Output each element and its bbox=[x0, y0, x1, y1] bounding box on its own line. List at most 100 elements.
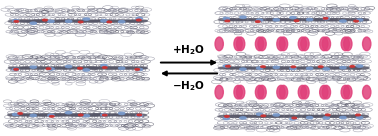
Circle shape bbox=[225, 20, 229, 22]
Ellipse shape bbox=[62, 20, 74, 22]
Ellipse shape bbox=[327, 18, 338, 21]
Circle shape bbox=[101, 64, 107, 67]
Ellipse shape bbox=[129, 67, 142, 69]
Ellipse shape bbox=[234, 85, 242, 99]
Circle shape bbox=[135, 69, 139, 70]
Ellipse shape bbox=[301, 85, 309, 99]
Ellipse shape bbox=[45, 20, 56, 22]
Ellipse shape bbox=[93, 114, 105, 116]
Ellipse shape bbox=[62, 114, 75, 116]
Circle shape bbox=[225, 116, 229, 117]
Ellipse shape bbox=[93, 20, 105, 22]
Circle shape bbox=[18, 113, 22, 114]
Circle shape bbox=[50, 116, 54, 117]
Circle shape bbox=[12, 68, 19, 70]
Ellipse shape bbox=[230, 115, 241, 118]
Ellipse shape bbox=[225, 67, 235, 69]
Circle shape bbox=[102, 67, 107, 68]
Ellipse shape bbox=[229, 67, 242, 69]
Ellipse shape bbox=[260, 115, 272, 117]
Ellipse shape bbox=[301, 37, 309, 51]
Ellipse shape bbox=[255, 19, 265, 21]
Circle shape bbox=[118, 21, 125, 23]
Circle shape bbox=[102, 114, 107, 116]
Ellipse shape bbox=[235, 67, 248, 69]
Circle shape bbox=[256, 21, 260, 22]
Ellipse shape bbox=[38, 67, 50, 69]
Ellipse shape bbox=[258, 85, 266, 99]
Ellipse shape bbox=[309, 67, 319, 69]
Circle shape bbox=[294, 20, 299, 22]
Ellipse shape bbox=[278, 19, 290, 21]
Ellipse shape bbox=[75, 114, 86, 116]
Ellipse shape bbox=[242, 19, 254, 21]
Ellipse shape bbox=[26, 20, 38, 22]
Ellipse shape bbox=[129, 20, 142, 22]
Ellipse shape bbox=[124, 20, 135, 22]
Ellipse shape bbox=[351, 67, 361, 69]
Circle shape bbox=[356, 19, 363, 21]
Ellipse shape bbox=[279, 85, 288, 99]
Ellipse shape bbox=[130, 114, 140, 116]
Ellipse shape bbox=[111, 114, 122, 116]
Ellipse shape bbox=[298, 85, 307, 99]
Circle shape bbox=[223, 17, 229, 20]
Circle shape bbox=[136, 19, 141, 21]
Ellipse shape bbox=[339, 19, 349, 21]
Ellipse shape bbox=[116, 67, 130, 69]
Ellipse shape bbox=[356, 67, 369, 69]
Ellipse shape bbox=[363, 85, 371, 99]
Circle shape bbox=[356, 114, 360, 116]
Ellipse shape bbox=[344, 67, 356, 69]
Ellipse shape bbox=[236, 19, 247, 21]
Ellipse shape bbox=[25, 114, 39, 116]
Ellipse shape bbox=[229, 19, 242, 21]
Circle shape bbox=[101, 20, 107, 22]
Ellipse shape bbox=[32, 20, 44, 22]
Circle shape bbox=[290, 16, 296, 19]
Ellipse shape bbox=[19, 114, 33, 116]
Ellipse shape bbox=[110, 20, 124, 22]
Ellipse shape bbox=[259, 19, 273, 21]
Text: $\mathbf{+H_2O}$: $\mathbf{+H_2O}$ bbox=[172, 43, 206, 57]
Ellipse shape bbox=[56, 20, 68, 22]
Ellipse shape bbox=[56, 67, 69, 69]
Ellipse shape bbox=[249, 67, 259, 69]
Ellipse shape bbox=[98, 20, 112, 22]
Ellipse shape bbox=[320, 115, 332, 117]
Ellipse shape bbox=[39, 114, 49, 116]
Ellipse shape bbox=[260, 67, 271, 69]
Circle shape bbox=[240, 68, 246, 70]
Ellipse shape bbox=[242, 67, 254, 69]
Ellipse shape bbox=[44, 114, 56, 116]
Circle shape bbox=[136, 68, 143, 71]
Ellipse shape bbox=[215, 85, 223, 99]
Circle shape bbox=[136, 17, 143, 20]
Ellipse shape bbox=[303, 18, 313, 21]
Circle shape bbox=[307, 67, 313, 69]
Ellipse shape bbox=[136, 114, 147, 116]
Circle shape bbox=[323, 17, 330, 20]
Ellipse shape bbox=[50, 20, 62, 22]
Ellipse shape bbox=[266, 67, 277, 69]
Circle shape bbox=[226, 65, 230, 67]
Circle shape bbox=[12, 113, 19, 116]
Ellipse shape bbox=[320, 67, 332, 69]
Ellipse shape bbox=[218, 19, 229, 21]
Ellipse shape bbox=[237, 37, 245, 51]
Ellipse shape bbox=[308, 18, 320, 21]
Ellipse shape bbox=[344, 115, 356, 118]
Circle shape bbox=[325, 114, 330, 116]
Ellipse shape bbox=[56, 114, 69, 116]
Circle shape bbox=[291, 66, 296, 68]
Ellipse shape bbox=[80, 20, 93, 22]
Circle shape bbox=[356, 65, 363, 67]
Ellipse shape bbox=[135, 67, 147, 69]
Ellipse shape bbox=[87, 67, 98, 69]
Circle shape bbox=[14, 69, 18, 70]
Circle shape bbox=[30, 22, 37, 24]
Circle shape bbox=[240, 16, 246, 18]
Text: $\mathbf{-H_2O}$: $\mathbf{-H_2O}$ bbox=[172, 79, 206, 93]
Ellipse shape bbox=[224, 115, 235, 117]
Ellipse shape bbox=[33, 114, 43, 116]
